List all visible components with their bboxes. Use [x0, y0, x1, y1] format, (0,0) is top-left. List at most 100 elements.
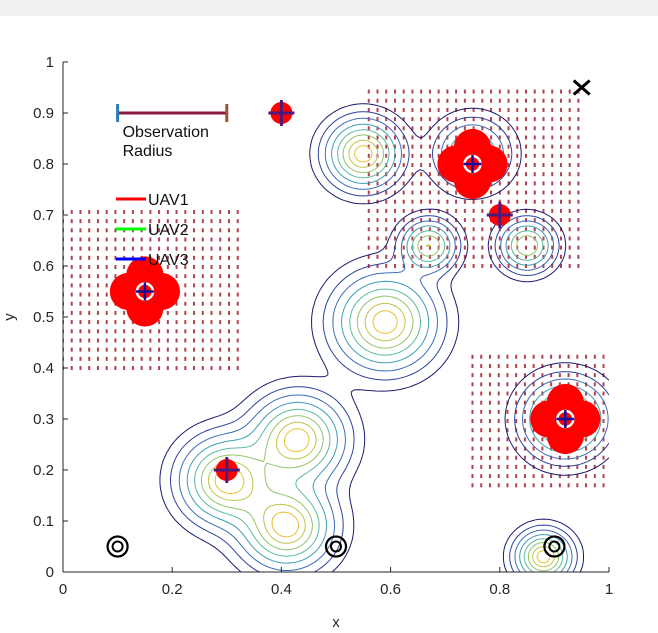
observation-dot — [105, 265, 108, 270]
observation-dot — [219, 347, 222, 352]
observation-dot — [227, 329, 230, 334]
observation-dot — [516, 117, 519, 122]
observation-dot — [490, 117, 493, 122]
observation-dot — [559, 236, 562, 241]
observation-dot — [516, 227, 519, 232]
observation-dot — [506, 419, 509, 424]
observation-dot — [568, 135, 571, 140]
observation-dot — [481, 126, 484, 131]
observation-dot — [105, 338, 108, 343]
observation-dot — [96, 265, 99, 270]
observation-dot — [506, 483, 509, 488]
observation-dot — [437, 153, 440, 158]
observation-dot — [376, 117, 379, 122]
observation-dot — [602, 474, 605, 479]
observation-dot — [488, 400, 491, 405]
observation-dot — [490, 199, 493, 204]
observation-dot — [516, 89, 519, 94]
observation-dot — [471, 474, 474, 479]
observation-dot — [149, 228, 152, 233]
observation-dot — [428, 117, 431, 122]
observation-dot — [577, 199, 580, 204]
x-tick-label: 0.8 — [489, 581, 510, 598]
observation-dot — [577, 153, 580, 158]
observation-dot — [105, 255, 108, 260]
observation-dot — [497, 455, 500, 460]
observation-dot — [542, 208, 545, 213]
observation-dot — [411, 89, 414, 94]
observation-dot — [568, 172, 571, 177]
observation-dot — [568, 218, 571, 223]
observation-dot — [542, 190, 545, 195]
observation-dot — [577, 227, 580, 232]
observation-dot — [523, 464, 526, 469]
start-ring-inner — [548, 540, 561, 553]
observation-dot — [210, 347, 213, 352]
observation-dot — [210, 329, 213, 334]
observation-dot — [481, 117, 484, 122]
observation-dot — [551, 181, 554, 186]
observation-dot — [602, 455, 605, 460]
observation-dot — [532, 455, 535, 460]
observation-dot — [532, 400, 535, 405]
observation-dot — [193, 329, 196, 334]
observation-dot — [471, 382, 474, 387]
observation-dot — [376, 107, 379, 112]
observation-dot — [437, 181, 440, 186]
observation-dot — [559, 264, 562, 268]
observation-dot — [446, 117, 449, 122]
observation-dot — [516, 98, 519, 103]
observation-dot — [193, 320, 196, 325]
observation-dot — [428, 264, 431, 268]
contour-level-4 — [186, 123, 602, 572]
observation-dot — [541, 483, 544, 488]
observation-dot — [551, 144, 554, 149]
observation-dot — [559, 181, 562, 186]
observation-dot — [123, 237, 126, 242]
observation-dot — [219, 366, 222, 370]
observation-dot — [533, 172, 536, 177]
observation-dot — [79, 237, 82, 242]
observation-dot — [193, 274, 196, 279]
observation-dot — [471, 419, 474, 424]
observation-dot — [463, 218, 466, 223]
observation-dot — [184, 356, 187, 361]
legend-label: UAV1 — [148, 192, 189, 209]
observation-dot — [140, 209, 143, 214]
observation-dot — [480, 409, 483, 414]
observation-dot — [236, 209, 239, 214]
observation-dot — [542, 245, 545, 250]
observation-dot — [559, 126, 562, 131]
observation-dot — [376, 98, 379, 103]
observation-dot — [210, 283, 213, 288]
observation-dot — [184, 246, 187, 251]
observation-dot — [568, 236, 571, 241]
observation-dot — [490, 126, 493, 131]
observation-dot — [602, 363, 605, 368]
observation-dot — [79, 329, 82, 334]
observation-dot — [507, 236, 510, 241]
observation-dot — [367, 117, 370, 122]
observation-dot — [114, 320, 117, 325]
observation-dot — [201, 329, 204, 334]
observation-dot — [184, 338, 187, 343]
observation-dot — [219, 228, 222, 233]
observation-dot — [402, 107, 405, 112]
observation-dot — [367, 135, 370, 140]
observation-radius-indicator: Observation Radius — [116, 104, 229, 160]
observation-dot — [550, 446, 553, 451]
observation-dot — [175, 329, 178, 334]
observation-dot — [210, 274, 213, 279]
observation-dot — [88, 219, 91, 224]
observation-dot — [428, 218, 431, 223]
observation-dot — [158, 219, 161, 224]
observation-dot — [227, 338, 230, 343]
legend-entry: UAV1 — [116, 192, 189, 209]
observation-dot — [559, 98, 562, 103]
observation-dot — [551, 245, 554, 250]
observation-dot — [114, 310, 117, 315]
observation-dot — [506, 409, 509, 414]
observation-dot — [497, 419, 500, 424]
x-tick-label: 0.4 — [271, 581, 292, 598]
observation-dot — [490, 190, 493, 195]
